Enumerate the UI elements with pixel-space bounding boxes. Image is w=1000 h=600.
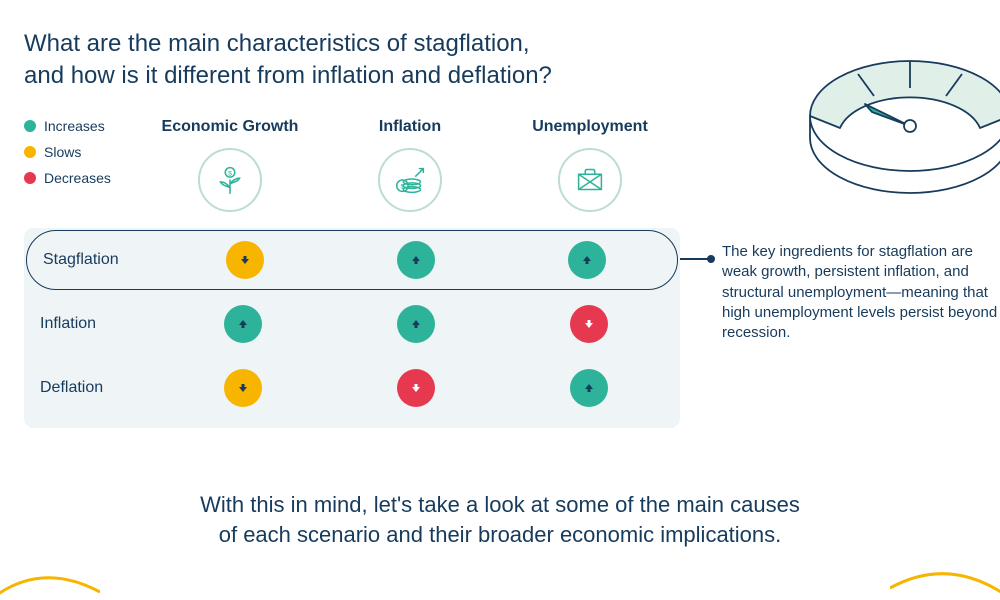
- indicator: [570, 369, 608, 407]
- indicator: [568, 241, 606, 279]
- table-row-inflation: Inflation: [24, 292, 680, 356]
- indicator: [397, 369, 435, 407]
- col-header-inflation: Inflation: [320, 118, 500, 136]
- cell-inflation-growth: [156, 305, 329, 343]
- swoosh-right: [890, 520, 1000, 600]
- cell-inflation-unemployment: [503, 305, 676, 343]
- indicator: [224, 369, 262, 407]
- indicator: [224, 305, 262, 343]
- legend-dot-slows: [24, 146, 36, 158]
- row-label-inflation: Inflation: [40, 315, 156, 333]
- legend-item-increases: Increases: [24, 118, 111, 134]
- col-header-unemployment: Unemployment: [500, 118, 680, 136]
- indicator: [397, 241, 435, 279]
- column-icons: $ $: [140, 148, 680, 212]
- inflation-icon: $: [378, 148, 442, 212]
- legend: Increases Slows Decreases: [24, 118, 111, 186]
- table-rows: Stagflation Inflation: [24, 228, 680, 420]
- bottom-text: With this in mind, let's take a look at …: [0, 490, 1000, 549]
- callout-connector: [680, 258, 710, 260]
- legend-item-slows: Slows: [24, 144, 111, 160]
- indicator: [397, 305, 435, 343]
- cell-stagflation-growth: [159, 241, 330, 279]
- growth-icon: $: [198, 148, 262, 212]
- legend-label-slows: Slows: [44, 144, 81, 160]
- legend-dot-increases: [24, 120, 36, 132]
- gauge-illustration: [770, 6, 1000, 206]
- bottom-line-1: With this in mind, let's take a look at …: [200, 492, 800, 517]
- legend-label-increases: Increases: [44, 118, 105, 134]
- column-headers: Economic Growth Inflation Unemployment: [140, 118, 680, 136]
- page-title: What are the main characteristics of sta…: [24, 28, 552, 93]
- cell-inflation-inflation: [329, 305, 502, 343]
- indicator: [570, 305, 608, 343]
- row-label-stagflation: Stagflation: [43, 251, 159, 269]
- stagflation-annotation: The key ingredients for stagflation are …: [722, 242, 1000, 343]
- table-row-deflation: Deflation: [24, 356, 680, 420]
- svg-text:$: $: [228, 170, 232, 177]
- legend-item-decreases: Decreases: [24, 170, 111, 186]
- bottom-line-2: of each scenario and their broader econo…: [219, 522, 782, 547]
- svg-text:$: $: [401, 184, 405, 191]
- col-header-growth: Economic Growth: [140, 118, 320, 136]
- legend-dot-decreases: [24, 172, 36, 184]
- cell-stagflation-inflation: [330, 241, 501, 279]
- legend-label-decreases: Decreases: [44, 170, 111, 186]
- cell-deflation-unemployment: [503, 369, 676, 407]
- table-row-stagflation: Stagflation: [26, 230, 678, 290]
- title-line-1: What are the main characteristics of sta…: [24, 30, 530, 57]
- unemployment-icon: [558, 148, 622, 212]
- cell-deflation-inflation: [329, 369, 502, 407]
- cell-stagflation-unemployment: [502, 241, 673, 279]
- row-label-deflation: Deflation: [40, 379, 156, 397]
- title-line-2: and how is it different from inflation a…: [24, 62, 552, 89]
- indicator: [226, 241, 264, 279]
- swoosh-left: [0, 520, 100, 600]
- cell-deflation-growth: [156, 369, 329, 407]
